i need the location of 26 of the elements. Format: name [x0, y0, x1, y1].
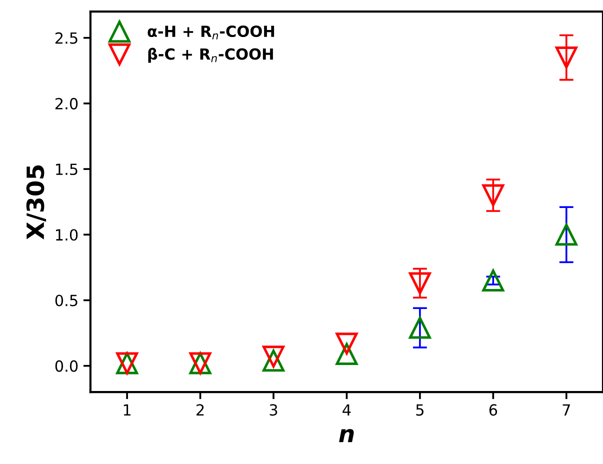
x-axis-title: n — [339, 428, 354, 442]
point — [408, 272, 431, 294]
x-tick-label: 3 — [270, 404, 278, 416]
point — [262, 346, 284, 368]
point — [555, 224, 578, 246]
x-tick-label: 2 — [196, 404, 204, 416]
y-axis-title: X/305 — [26, 165, 46, 240]
y-tick-label: 1.0 — [56, 229, 78, 241]
x-tick-label: 5 — [416, 404, 424, 416]
y-tick-label: 0.0 — [55, 360, 78, 372]
point — [482, 270, 504, 292]
x-tick-label: 6 — [489, 404, 498, 416]
y-tick-label: 2.0 — [55, 98, 78, 110]
y-tick-label: 2.5 — [55, 32, 78, 44]
point — [336, 343, 358, 366]
point — [482, 184, 504, 206]
legend-label: α-H + R$_{n}$-COOH — [148, 26, 274, 40]
y-tick-label: 1.5 — [56, 164, 78, 176]
point — [555, 46, 578, 68]
y-tick-label: 0.5 — [55, 294, 78, 306]
x-tick-label: 7 — [562, 404, 570, 416]
legend-label: β-C + R$_{n}$-COOH — [148, 48, 273, 63]
point — [336, 332, 358, 355]
x-tick-label: 1 — [124, 404, 131, 416]
x-tick-label: 4 — [342, 404, 351, 416]
point — [408, 316, 431, 339]
